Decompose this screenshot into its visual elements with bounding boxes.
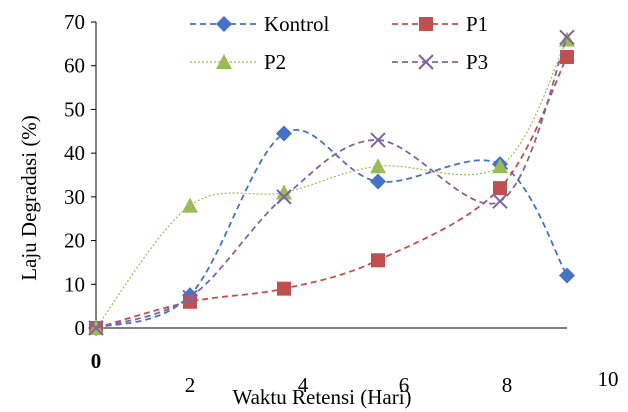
data-point-p3 bbox=[88, 320, 104, 336]
legend-marker-p2 bbox=[216, 54, 232, 69]
y-tick-label: 40 bbox=[64, 141, 85, 165]
x-origin-label: 0 bbox=[91, 349, 102, 373]
x-marker-stroke bbox=[276, 189, 292, 205]
series-group bbox=[88, 29, 575, 336]
x-tick-label: 8 bbox=[502, 373, 513, 397]
x-marker-stroke bbox=[559, 29, 575, 46]
x-tick-labels: 0 2 4 6 8 10 bbox=[91, 349, 619, 397]
data-point-p3 bbox=[182, 289, 198, 306]
data-point-p1 bbox=[183, 294, 197, 309]
data-point-p2 bbox=[559, 31, 575, 47]
y-tick-label: 30 bbox=[64, 185, 85, 209]
x-marker-stroke bbox=[182, 289, 198, 306]
x-tick-label: 4 bbox=[298, 373, 309, 397]
legend-marker-p1 bbox=[419, 17, 433, 31]
x-tick-label: 6 bbox=[399, 373, 410, 397]
legend-item-kontrol: Kontrol bbox=[190, 12, 329, 36]
y-axis-label: Laju Degradasi (%) bbox=[17, 115, 41, 281]
data-point-p2 bbox=[492, 158, 508, 174]
y-tick-label: 60 bbox=[64, 54, 85, 78]
data-point-p3 bbox=[370, 132, 386, 148]
x-tick-label: 10 bbox=[598, 367, 619, 391]
legend-item-p3: P3 bbox=[392, 50, 488, 74]
x-axis-label: Waktu Retensi (Hari) bbox=[232, 385, 411, 409]
data-point-kontrol bbox=[370, 173, 386, 190]
data-point-p3 bbox=[276, 189, 292, 205]
data-point-p2 bbox=[276, 184, 292, 200]
data-point-p2 bbox=[182, 197, 198, 213]
data-point-p2 bbox=[370, 158, 386, 174]
series-kontrol bbox=[88, 125, 575, 336]
x-marker-stroke bbox=[492, 193, 508, 209]
legend-item-p2: P2 bbox=[190, 50, 286, 74]
legend-label-kontrol: Kontrol bbox=[264, 12, 329, 36]
data-point-p3 bbox=[559, 29, 575, 46]
y-tick-label: 10 bbox=[64, 272, 85, 296]
y-tick-label: 70 bbox=[64, 10, 85, 34]
data-point-p1 bbox=[560, 49, 574, 64]
axes bbox=[91, 21, 567, 329]
legend-marker-kontrol bbox=[216, 16, 232, 32]
data-point-p1 bbox=[371, 253, 385, 268]
data-point-p1 bbox=[493, 181, 507, 196]
series-p3 bbox=[88, 29, 575, 336]
series-p1 bbox=[89, 49, 574, 335]
data-point-kontrol bbox=[559, 267, 575, 284]
legend-marker-p3 bbox=[418, 54, 434, 70]
data-point-p3 bbox=[492, 193, 508, 209]
legend: Kontrol P1 P2 P3 bbox=[190, 12, 488, 74]
series-line-p3 bbox=[95, 36, 568, 329]
legend-label-p2: P2 bbox=[264, 50, 286, 74]
legend-label-p3: P3 bbox=[466, 50, 488, 74]
x-tick-label: 2 bbox=[185, 373, 196, 397]
data-point-kontrol bbox=[276, 125, 292, 142]
y-tick-label: 20 bbox=[64, 229, 85, 253]
y-tick-label: 0 bbox=[75, 316, 86, 340]
data-point-p1 bbox=[277, 281, 291, 296]
x-marker-stroke bbox=[370, 132, 386, 148]
y-tick-labels: 0 10 20 30 40 50 60 70 bbox=[64, 10, 85, 340]
y-tick-label: 50 bbox=[64, 97, 85, 121]
legend-item-p1: P1 bbox=[392, 12, 488, 36]
x-marker-stroke bbox=[418, 54, 434, 70]
x-marker-stroke bbox=[88, 320, 104, 336]
legend-label-p1: P1 bbox=[466, 12, 488, 36]
